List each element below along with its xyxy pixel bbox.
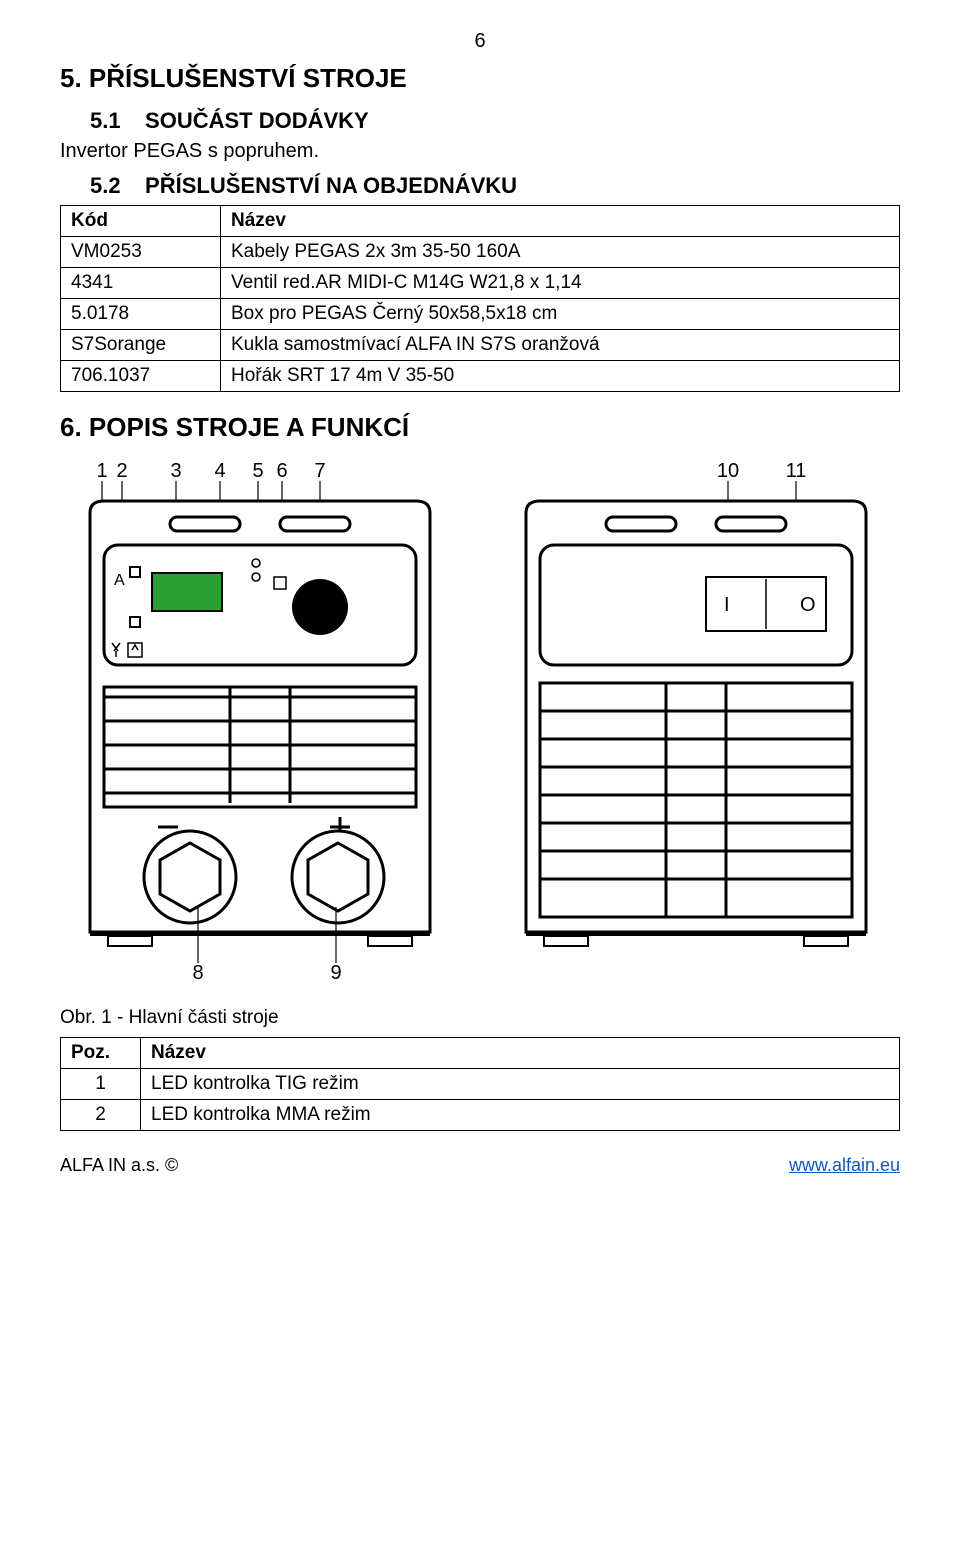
diagram-wrap: 1 2 3 4 5 6 7 A: [60, 457, 900, 987]
label-O: O: [800, 594, 816, 616]
section6-heading: 6. POPIS STROJE A FUNKCÍ: [60, 412, 900, 443]
callout-5: 5: [252, 460, 263, 482]
front-panel-diagram: 1 2 3 4 5 6 7 A: [60, 457, 460, 987]
cell-nazev: Ventil red.AR MIDI-C M14G W21,8 x 1,14: [221, 268, 900, 299]
sub2-title: PŘÍSLUŠENSTVÍ NA OBJEDNÁVKU: [145, 173, 517, 198]
cell-nazev: Kukla samostmívací ALFA IN S7S oranžová: [221, 330, 900, 361]
callout-4: 4: [214, 460, 225, 482]
pos-num: 2: [61, 1100, 141, 1131]
cell-kod: VM0253: [61, 237, 221, 268]
connector-right: [292, 831, 384, 923]
cell-kod: S7Sorange: [61, 330, 221, 361]
cell-nazev: Hořák SRT 17 4m V 35-50: [221, 361, 900, 392]
sub1-title: SOUČÁST DODÁVKY: [145, 108, 369, 133]
label-I: I: [724, 594, 730, 616]
footer-left: ALFA IN a.s. ©: [60, 1155, 178, 1176]
pos-col-nazev: Název: [141, 1038, 900, 1069]
knob: [292, 579, 348, 635]
table-row: S7Sorange Kukla samostmívací ALFA IN S7S…: [61, 330, 900, 361]
back-panel-diagram: 10 11 I O: [496, 457, 896, 987]
section5-sub1: 5.1 SOUČÁST DODÁVKY: [90, 108, 900, 134]
sub1-body: Invertor PEGAS s popruhem.: [60, 140, 900, 163]
callout-1: 1: [96, 460, 107, 482]
cell-nazev: Box pro PEGAS Černý 50x58,5x18 cm: [221, 299, 900, 330]
page-number: 6: [60, 30, 900, 53]
connector-left: [144, 831, 236, 923]
footer: ALFA IN a.s. © www.alfain.eu: [60, 1155, 900, 1176]
pos-col-poz: Poz.: [61, 1038, 141, 1069]
cell-kod: 5.0178: [61, 299, 221, 330]
back-foot-left: [544, 936, 588, 946]
footer-link[interactable]: www.alfain.eu: [789, 1155, 900, 1176]
accessories-table: Kód Název VM0253 Kabely PEGAS 2x 3m 35-5…: [60, 205, 900, 392]
cell-kod: 706.1037: [61, 361, 221, 392]
pos-header-row: Poz. Název: [61, 1038, 900, 1069]
cell-kod: 4341: [61, 268, 221, 299]
table-row: 5.0178 Box pro PEGAS Černý 50x58,5x18 cm: [61, 299, 900, 330]
callout-7: 7: [314, 460, 325, 482]
positions-table: Poz. Název 1 LED kontrolka TIG režim 2 L…: [60, 1037, 900, 1131]
sub2-num: 5.2: [90, 173, 121, 198]
led-display: [152, 573, 222, 611]
figure-caption: Obr. 1 - Hlavní části stroje: [60, 1007, 900, 1029]
foot-right: [368, 936, 412, 946]
pos-name: LED kontrolka MMA režim: [141, 1100, 900, 1131]
callout-8: 8: [192, 962, 203, 984]
back-foot-right: [804, 936, 848, 946]
section5-sub2: 5.2 PŘÍSLUŠENSTVÍ NA OBJEDNÁVKU: [90, 173, 900, 199]
table-header-row: Kód Název: [61, 206, 900, 237]
cell-nazev: Kabely PEGAS 2x 3m 35-50 160A: [221, 237, 900, 268]
pos-num: 1: [61, 1069, 141, 1100]
label-A: A: [114, 572, 125, 589]
pos-row: 2 LED kontrolka MMA režim: [61, 1100, 900, 1131]
callout-6: 6: [276, 460, 287, 482]
table-row: 4341 Ventil red.AR MIDI-C M14G W21,8 x 1…: [61, 268, 900, 299]
col-kod: Kód: [61, 206, 221, 237]
callout-2: 2: [116, 460, 127, 482]
callout-11: 11: [786, 460, 807, 482]
callout-3: 3: [170, 460, 181, 482]
callout-10: 10: [717, 460, 739, 482]
col-nazev: Název: [221, 206, 900, 237]
table-row: 706.1037 Hořák SRT 17 4m V 35-50: [61, 361, 900, 392]
foot-left: [108, 936, 152, 946]
section5-heading: 5. PŘÍSLUŠENSTVÍ STROJE: [60, 63, 900, 94]
pos-row: 1 LED kontrolka TIG režim: [61, 1069, 900, 1100]
callout-9: 9: [330, 962, 341, 984]
sub1-num: 5.1: [90, 108, 121, 133]
pos-name: LED kontrolka TIG režim: [141, 1069, 900, 1100]
table-row: VM0253 Kabely PEGAS 2x 3m 35-50 160A: [61, 237, 900, 268]
